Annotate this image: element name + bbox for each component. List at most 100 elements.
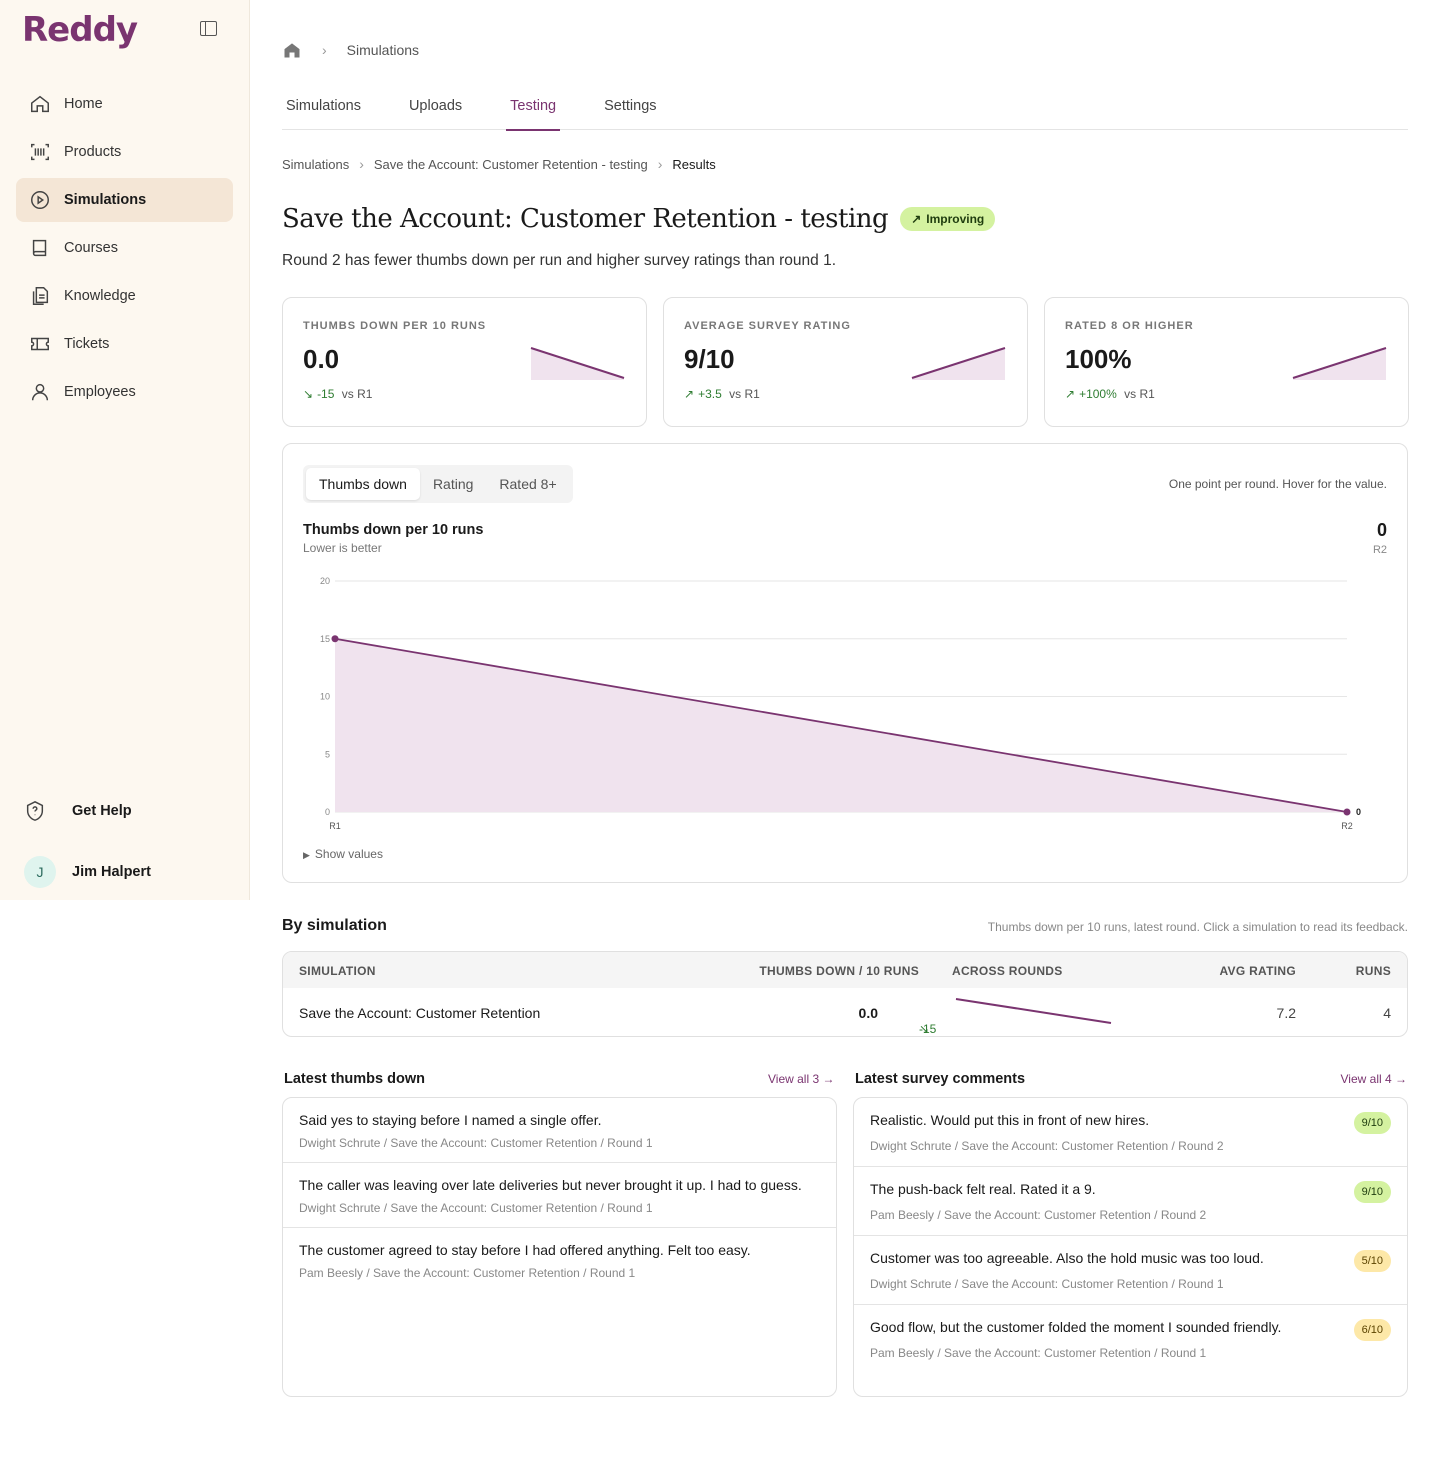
metric-delta-value: +100% (1079, 387, 1117, 401)
sidebar-item-employees[interactable]: Employees (16, 370, 233, 414)
survey-comments-list: Realistic. Would put this in front of ne… (853, 1097, 1408, 1397)
documents-icon (28, 284, 52, 308)
data-point[interactable] (1343, 808, 1351, 816)
metric-delta-value: -15 (317, 387, 335, 401)
metric-card: RATED 8 OR HIGHER 100% ↗ +100% vs R1 (1044, 297, 1409, 427)
list-item[interactable]: The caller was leaving over late deliver… (283, 1163, 836, 1228)
y-tick-label: 5 (325, 749, 330, 759)
sidebar-item-tickets[interactable]: Tickets (16, 322, 233, 366)
metric-delta-ref: vs R1 (341, 387, 373, 401)
home-icon[interactable] (282, 40, 302, 60)
sparkline-line (530, 347, 625, 379)
sidebar-item-courses[interactable]: Courses (16, 226, 233, 270)
comment-text: The push-back felt real. Rated it a 9. (870, 1181, 1096, 1197)
list-item[interactable]: Good flow, but the customer folded the m… (854, 1305, 1407, 1374)
get-help-label: Get Help (72, 803, 132, 819)
sidebar-item-simulations[interactable]: Simulations (16, 178, 233, 222)
simulation-name[interactable]: Save the Account: Customer Retention (299, 1005, 541, 1021)
metric-cards: THUMBS DOWN PER 10 RUNS 0.0 ↘ -15 vs R1 A… (282, 297, 1409, 427)
sidebar-item-label: Tickets (64, 336, 110, 352)
sidebar-item-label: Courses (64, 240, 118, 256)
trend-up-icon: ↗ (911, 212, 922, 226)
metric-label: AVERAGE SURVEY RATING (684, 320, 851, 332)
tab-testing[interactable]: Testing (506, 96, 561, 131)
sidebar-item-label: Knowledge (64, 288, 136, 304)
trend-chart-panel: Thumbs down Rating Rated 8+ One point pe… (282, 443, 1408, 883)
status-badge: ↗ Improving (900, 207, 996, 231)
caret-right-icon: ▶ (303, 850, 310, 860)
arrow-right-icon: → (822, 1072, 835, 1086)
app-logo[interactable]: Reddy (22, 10, 138, 50)
sparkline-line (911, 347, 1006, 379)
list-item[interactable]: Customer was too agreeable. Also the hol… (854, 1236, 1407, 1305)
table-row[interactable]: Save the Account: Customer Retention 0.0… (283, 988, 1407, 1036)
chart-current-round: R2 (1372, 544, 1387, 556)
comment-meta: Pam Beesly / Save the Account: Customer … (870, 1346, 1207, 1360)
x-tick-label: R2 (1341, 821, 1353, 831)
list-item[interactable]: Realistic. Would put this in front of ne… (854, 1098, 1407, 1167)
trend-up-icon: ↗ (684, 387, 695, 401)
arrow-right-icon: → (1395, 1072, 1407, 1086)
tab-bar: Simulations Uploads Testing Settings (282, 96, 1408, 131)
feedback-text: The caller was leaving over late deliver… (299, 1177, 802, 1193)
view-all-survey-link[interactable]: View all 4 → (1341, 1072, 1407, 1086)
top-breadcrumb: › Simulations (282, 40, 419, 60)
sidebar-item-products[interactable]: Products (16, 130, 233, 174)
feedback-text: Said yes to staying before I named a sin… (299, 1112, 602, 1128)
comment-meta: Dwight Schrute / Save the Account: Custo… (870, 1277, 1224, 1291)
list-item[interactable]: Said yes to staying before I named a sin… (283, 1098, 836, 1163)
metric-delta-value: +3.5 (698, 387, 722, 401)
thumbs-value: 0.0 (858, 1005, 878, 1021)
sidebar-item-label: Products (64, 144, 122, 160)
view-all-thumbs-link[interactable]: View all 3 → (768, 1072, 834, 1086)
column-header[interactable]: AVG RATING (1219, 964, 1296, 978)
comment-meta: Dwight Schrute / Save the Account: Custo… (870, 1139, 1224, 1153)
sidebar-item-knowledge[interactable]: Knowledge (16, 274, 233, 318)
comment-text: Realistic. Would put this in front of ne… (870, 1112, 1150, 1128)
column-header[interactable]: RUNS (1355, 964, 1391, 978)
list-item[interactable]: The customer agreed to stay before I had… (283, 1228, 836, 1292)
column-header[interactable]: ACROSS ROUNDS (952, 964, 1063, 978)
user-profile[interactable]: J Jim Halpert (24, 856, 151, 888)
chart-hint: One point per round. Hover for the value… (1168, 477, 1387, 491)
breadcrumb-item[interactable]: Simulations (282, 156, 350, 172)
metric-delta-ref: vs R1 (1124, 387, 1155, 401)
score-badge: 5/10 (1353, 1250, 1391, 1272)
survey-comments-title: Latest survey comments (855, 1071, 1026, 1087)
simulation-table: SIMULATION THUMBS DOWN / 10 RUNS ACROSS … (282, 951, 1408, 1037)
sidebar-item-label: Employees (64, 384, 136, 400)
runs-count: 4 (1383, 1005, 1391, 1021)
status-badge-label: Improving (926, 212, 985, 226)
breadcrumb-current: Results (672, 156, 716, 172)
segment-thumbs-down[interactable]: Thumbs down (306, 468, 420, 500)
tab-settings[interactable]: Settings (604, 98, 657, 114)
feedback-meta: Dwight Schrute / Save the Account: Custo… (299, 1201, 653, 1215)
y-tick-label: 15 (320, 634, 330, 644)
ticket-icon (28, 332, 52, 356)
tab-simulations[interactable]: Simulations (286, 98, 361, 114)
table-header: SIMULATION THUMBS DOWN / 10 RUNS ACROSS … (283, 952, 1407, 988)
feedback-meta: Pam Beesly / Save the Account: Customer … (299, 1266, 636, 1280)
get-help-button[interactable]: Get Help (24, 800, 132, 822)
y-tick-label: 10 (320, 692, 330, 702)
chevron-right-icon: › (657, 156, 663, 172)
column-header[interactable]: THUMBS DOWN / 10 RUNS (759, 964, 919, 978)
row-sparkline (955, 998, 1112, 1024)
segment-rated-8[interactable]: Rated 8+ (499, 476, 557, 492)
list-item[interactable]: The push-back felt real. Rated it a 9. Pa… (854, 1167, 1407, 1236)
top-breadcrumb-current[interactable]: Simulations (346, 42, 420, 58)
sparkline (911, 347, 1006, 380)
segment-rating[interactable]: Rating (432, 476, 474, 492)
sidebar-nav: Home Products Simulations Courses Knowle… (16, 82, 233, 418)
tab-uploads[interactable]: Uploads (408, 98, 463, 114)
breadcrumb-item[interactable]: Save the Account: Customer Retention - t… (373, 156, 648, 172)
score-badge: 6/10 (1353, 1319, 1391, 1341)
column-header[interactable]: SIMULATION (299, 964, 376, 978)
data-point[interactable] (331, 635, 339, 643)
show-values-toggle[interactable]: ▶ Show values (303, 847, 383, 861)
sidebar-toggle-icon[interactable] (200, 21, 217, 36)
feedback-meta: Dwight Schrute / Save the Account: Custo… (299, 1136, 653, 1150)
sidebar-item-home[interactable]: Home (16, 82, 233, 126)
view-all-label: View all 4 (1340, 1072, 1392, 1086)
